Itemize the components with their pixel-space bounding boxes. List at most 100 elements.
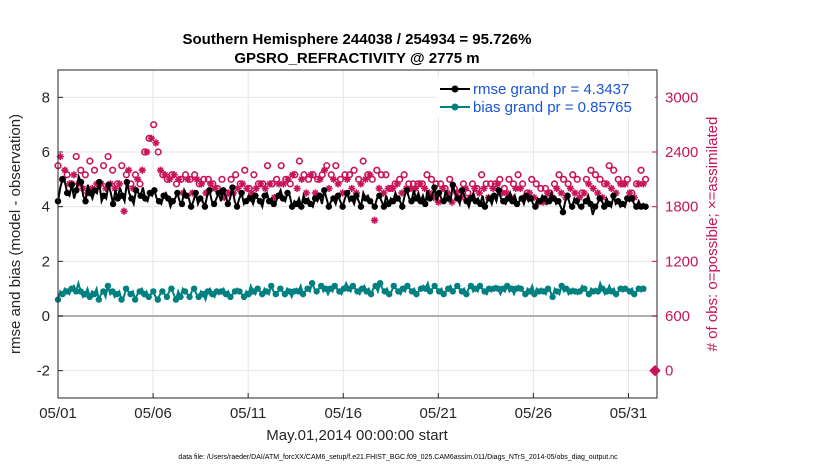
- obs-possible-point: [537, 184, 545, 193]
- bias-point: [236, 288, 243, 295]
- rmse-point: [128, 195, 135, 202]
- obs-possible-point: [104, 152, 112, 161]
- rmse-point: [426, 195, 434, 202]
- obs-possible-point: [528, 175, 536, 183]
- bias-point: [386, 290, 393, 298]
- bias-point: [603, 288, 611, 295]
- rmse-point: [559, 208, 567, 216]
- rmse-point: [187, 203, 195, 210]
- obs-possible-point: [350, 166, 358, 174]
- obs-assimilated-point: [302, 189, 310, 197]
- rmse-point: [151, 187, 158, 194]
- bias-point: [145, 293, 152, 301]
- rmse-point: [325, 203, 333, 210]
- obs-possible-point: [332, 162, 340, 170]
- bias-point: [454, 282, 461, 290]
- bias-point: [190, 285, 198, 292]
- obs-assimilated-point: [553, 184, 561, 193]
- obs-assimilated-point: [398, 189, 406, 197]
- bias-point: [340, 285, 348, 292]
- obs-assimilated-point: [343, 175, 351, 183]
- bias-point: [476, 282, 484, 290]
- obs-assimilated-point: [557, 189, 565, 197]
- rmse-point: [371, 203, 378, 210]
- rmse-point: [642, 203, 649, 210]
- right-tick-label: 600: [665, 308, 690, 325]
- right-tick-label: 2400: [665, 144, 698, 161]
- y-tick-label: 4: [42, 199, 50, 216]
- rmse-point: [96, 178, 103, 186]
- rmse-point: [605, 200, 613, 208]
- obs-assimilated-point: [493, 180, 502, 188]
- data-file-footnote: data file: /Users/raeder/DAI/ATM_forcXX/…: [178, 454, 618, 461]
- rmse-point: [178, 200, 186, 208]
- rmse-point: [224, 200, 232, 208]
- obs-assimilated-point: [170, 171, 178, 179]
- rmse-point: [77, 178, 85, 186]
- bias-point: [177, 293, 184, 301]
- rmse-point: [353, 192, 360, 199]
- obs-assimilated-point: [316, 175, 324, 183]
- obs-assimilated-point: [320, 166, 329, 174]
- legend-rmse-marker: [451, 85, 459, 93]
- obs-assimilated-point: [594, 189, 602, 197]
- bias-point: [150, 288, 157, 295]
- obs-possible-point: [478, 171, 486, 179]
- y-tick-label: -2: [37, 363, 50, 380]
- bias-point: [268, 282, 275, 290]
- bias-point: [485, 285, 493, 292]
- bias-point: [308, 280, 316, 287]
- right-tick-label: 1800: [665, 199, 698, 216]
- obs-possible-point: [263, 162, 272, 170]
- bias-point: [553, 288, 561, 295]
- y-axis-label: rmse and bias (model - observation): [7, 114, 24, 354]
- plot-frame: [57, 69, 658, 399]
- bias-point: [413, 290, 420, 298]
- obs-possible-point: [81, 171, 89, 179]
- obs-assimilated-point: [389, 184, 397, 193]
- obs-possible-point: [241, 166, 249, 174]
- rmse-point: [105, 181, 112, 188]
- rmse-point: [578, 203, 585, 210]
- right-axis-zero-marker: [649, 364, 661, 377]
- rmse-point: [481, 203, 489, 210]
- bias-point: [213, 288, 221, 295]
- bias-point: [431, 282, 438, 290]
- y-axis-ticks: -2 0 2 4 6 8: [37, 89, 63, 380]
- rmse-point: [256, 198, 264, 205]
- rmse-point: [449, 181, 456, 188]
- obs-assimilated-point: [298, 175, 306, 183]
- bias-point: [91, 290, 98, 298]
- obs-assimilated-point: [329, 175, 338, 183]
- obs-assimilated-point: [580, 189, 588, 197]
- obs-assimilated-point: [503, 189, 511, 197]
- obs-assimilated-point: [261, 184, 269, 193]
- obs-assimilated-point: [125, 166, 133, 174]
- rmse-point: [206, 187, 213, 194]
- obs-assimilated-point: [616, 180, 625, 188]
- bias-point: [163, 293, 171, 301]
- rmse-point: [169, 198, 176, 205]
- obs-possible-point: [227, 175, 235, 183]
- bias-point: [417, 285, 425, 292]
- rmse-point: [431, 184, 438, 191]
- obs-possible-point: [596, 175, 604, 183]
- obs-assimilated-point: [566, 184, 575, 193]
- rmse-point: [229, 184, 236, 191]
- rmse-point: [201, 203, 209, 210]
- rmse-point: [123, 178, 131, 186]
- chart-subtitle: GPSRO_REFRACTIVITY @ 2775 m: [234, 50, 479, 67]
- obs-assimilated-point: [120, 207, 128, 215]
- bias-point: [544, 285, 552, 292]
- obs-possible-point: [150, 121, 158, 129]
- legend-rmse-label: rmse grand pr = 4.3437: [473, 81, 629, 98]
- bias-point: [494, 285, 502, 292]
- y-tick-label: 8: [42, 89, 50, 106]
- obs-assimilated-point: [238, 180, 247, 188]
- obs-assimilated-point: [70, 171, 78, 179]
- obs-assimilated-point: [621, 180, 629, 188]
- obs-possible-point: [423, 171, 431, 179]
- x-tick-label: 05/11: [230, 405, 266, 422]
- obs-assimilated-point: [257, 180, 265, 188]
- x-tick-label: 05/16: [324, 405, 362, 422]
